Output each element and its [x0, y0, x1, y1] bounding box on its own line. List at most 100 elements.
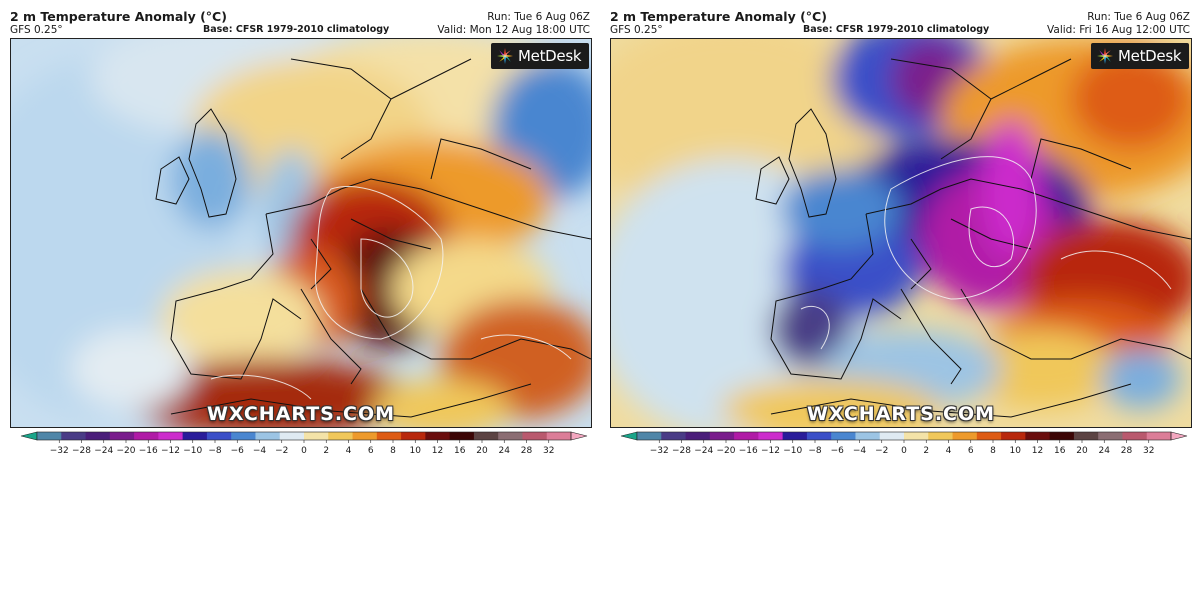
- colorbar-right: −32 −28 −24 −20 −16 −12 −10 −8 −6 −4 −2 0 2 4 6 8 10 12 16…: [620, 431, 1188, 456]
- colorbar-segment: [546, 432, 572, 440]
- colorbar-segment: [352, 432, 378, 440]
- colorbar-segment: [1049, 432, 1075, 440]
- colorbar-tick-label: 20: [476, 446, 488, 456]
- colorbar-segment: [928, 432, 953, 440]
- colorbar-tick-label: −4: [853, 446, 867, 456]
- colorbar-segment: [952, 432, 978, 440]
- map-graphic: [11, 39, 591, 427]
- metdesk-logo-icon: [1097, 48, 1113, 64]
- model-label: GFS 0.25°: [10, 24, 63, 36]
- colorbar-tick-label: 28: [1121, 446, 1133, 456]
- colorbar-segment: [425, 432, 451, 440]
- run-label: Run: Tue 6 Aug 06Z: [1087, 11, 1190, 23]
- right-panel: 2 m Temperature Anomaly (°C) GFS 0.25° B…: [608, 0, 1198, 460]
- colorbar-segment: [976, 432, 1002, 440]
- colorbar-segment: [37, 432, 62, 440]
- colorbar-tick-label: −16: [139, 446, 158, 456]
- watermark: WXCHARTS.COM: [206, 403, 396, 425]
- colorbar-tick-label: −28: [72, 446, 91, 456]
- colorbar-segment: [637, 432, 662, 440]
- colorbar-segment: [855, 432, 881, 440]
- colorbar-tick-label: −8: [808, 446, 822, 456]
- colorbar-tick-label: 0: [301, 446, 307, 456]
- colorbar-tick-label: 28: [521, 446, 533, 456]
- colorbar-segment: [709, 432, 735, 440]
- map-graphic: [611, 39, 1191, 427]
- colorbar-segment: [109, 432, 135, 440]
- metdesk-logo-text: MetDesk: [518, 47, 582, 65]
- anomaly-map: MetDesk WXCHARTS.COM: [10, 38, 592, 428]
- colorbar-segment: [134, 432, 159, 440]
- colorbar-tick-label: 4: [946, 446, 952, 456]
- colorbar-tick-label: 2: [323, 446, 329, 456]
- colorbar-tick-label: 10: [410, 446, 422, 456]
- colorbar-segment: [498, 432, 523, 440]
- colorbar-tick-label: −20: [717, 446, 736, 456]
- colorbar-tick-label: −10: [183, 446, 202, 456]
- colorbar-extend-low: [620, 431, 638, 441]
- colorbar-tick-label: 6: [968, 446, 974, 456]
- colorbar-tick-label: 32: [1143, 446, 1154, 456]
- valid-label: Valid: Fri 16 Aug 12:00 UTC: [1047, 24, 1190, 36]
- colorbar-left: −32 −28 −24 −20 −16 −12 −10 −8 −6 −4 −2 0 2 4 6 8 10 12 16…: [20, 431, 588, 456]
- colorbar-tick-label: −10: [783, 446, 802, 456]
- panel-title: 2 m Temperature Anomaly (°C): [610, 9, 827, 24]
- colorbar-segment: [182, 432, 208, 440]
- colorbar-segment: [255, 432, 281, 440]
- colorbar-segment: [61, 432, 86, 440]
- colorbar-extend-high: [1170, 431, 1188, 441]
- base-label: Base: CFSR 1979-2010 climatology: [803, 24, 990, 35]
- colorbar-tick-label: −8: [208, 446, 222, 456]
- colorbar-segment: [1001, 432, 1026, 440]
- colorbar-segment: [806, 432, 832, 440]
- colorbar-tick-label: 4: [346, 446, 352, 456]
- colorbar-segment: [449, 432, 475, 440]
- colorbar-segment: [879, 432, 905, 440]
- colorbar-tick-label: 12: [432, 446, 443, 456]
- colorbar-tick-label: 20: [1076, 446, 1088, 456]
- colorbar-segment: [376, 432, 402, 440]
- colorbar-segment: [1025, 432, 1051, 440]
- colorbar-segment: [231, 432, 256, 440]
- colorbar-tick-label: 24: [499, 446, 511, 456]
- colorbar-segment: [758, 432, 784, 440]
- colorbar-segment: [206, 432, 232, 440]
- colorbar-segment: [1122, 432, 1148, 440]
- panel-title: 2 m Temperature Anomaly (°C): [10, 9, 227, 24]
- colorbar-segment: [904, 432, 929, 440]
- colorbar-tick-label: 8: [390, 446, 396, 456]
- metdesk-logo-text: MetDesk: [1118, 47, 1182, 65]
- watermark: WXCHARTS.COM: [806, 403, 996, 425]
- colorbar-tick-label: −4: [253, 446, 267, 456]
- colorbar-tick-label: 10: [1010, 446, 1022, 456]
- colorbar-tick-label: −32: [50, 446, 69, 456]
- colorbar-tick-label: −32: [650, 446, 669, 456]
- colorbar-segment: [473, 432, 499, 440]
- colorbar-segment: [158, 432, 184, 440]
- colorbar-segment: [85, 432, 111, 440]
- colorbar-segment: [328, 432, 353, 440]
- colorbar-segment: [279, 432, 305, 440]
- colorbar-tick-label: −12: [761, 446, 780, 456]
- colorbar-segment: [831, 432, 856, 440]
- base-label: Base: CFSR 1979-2010 climatology: [203, 24, 390, 35]
- colorbar-segment: [1098, 432, 1123, 440]
- colorbar-tick-label: −24: [694, 446, 713, 456]
- colorbar-segment: [685, 432, 711, 440]
- colorbar-tick-label: 32: [543, 446, 554, 456]
- colorbar-tick-label: 16: [454, 446, 466, 456]
- run-label: Run: Tue 6 Aug 06Z: [487, 11, 590, 23]
- colorbar-tick-label: 0: [901, 446, 907, 456]
- colorbar-tick-label: 6: [368, 446, 374, 456]
- colorbar-tick-label: −20: [117, 446, 136, 456]
- colorbar-tick-label: −6: [231, 446, 245, 456]
- colorbar-segment: [1073, 432, 1099, 440]
- colorbar-segment: [401, 432, 426, 440]
- colorbar-tick-label: −16: [739, 446, 758, 456]
- left-panel: 2 m Temperature Anomaly (°C) GFS 0.25° B…: [8, 0, 598, 460]
- colorbar-segment: [1146, 432, 1172, 440]
- colorbar-tick-label: −6: [831, 446, 845, 456]
- colorbar-tick-label: 8: [990, 446, 996, 456]
- colorbar-segment: [734, 432, 759, 440]
- colorbar-tick-label: −2: [275, 446, 288, 456]
